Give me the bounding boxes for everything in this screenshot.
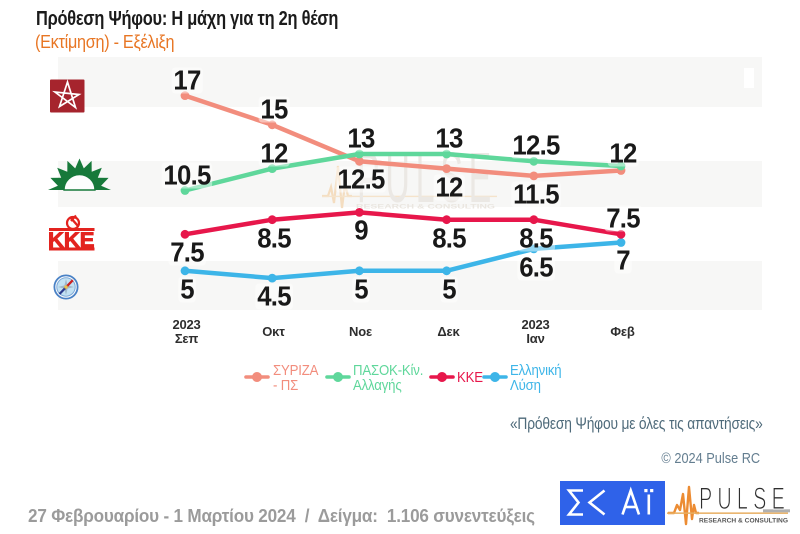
svg-text:ΚΚΕ: ΚΚΕ <box>48 229 95 252</box>
svg-text:RESEARCH & CONSULTING: RESEARCH & CONSULTING <box>356 204 495 211</box>
svg-text:RESEARCH & CONSULTING: RESEARCH & CONSULTING <box>699 518 788 525</box>
svg-text:PULSE: PULSE <box>699 482 790 516</box>
